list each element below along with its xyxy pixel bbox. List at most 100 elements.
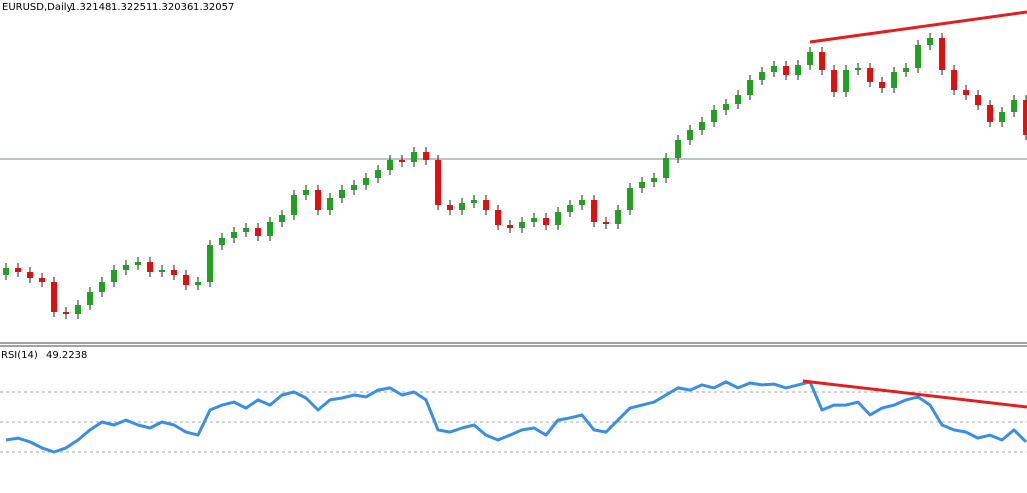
rsi-line xyxy=(5,380,1027,454)
candle-body xyxy=(639,182,646,188)
candle-body xyxy=(351,185,358,190)
candle-body xyxy=(831,70,838,92)
rsi-trend-line xyxy=(802,379,1027,409)
candle-body xyxy=(747,80,754,95)
candle-body xyxy=(855,68,862,70)
candle-body xyxy=(783,66,790,75)
candle-body xyxy=(183,275,190,285)
candle-body xyxy=(963,90,970,95)
marks xyxy=(0,10,1027,454)
candle-body xyxy=(723,104,730,110)
candle-body xyxy=(459,203,466,210)
candle-body xyxy=(471,200,478,203)
candle-body xyxy=(627,188,634,210)
candle-body xyxy=(1011,100,1018,112)
candle-body xyxy=(531,218,538,222)
candle-body xyxy=(195,282,202,285)
candle-body xyxy=(951,70,958,90)
candle-body xyxy=(87,292,94,305)
candle-body xyxy=(291,195,298,215)
candle-body xyxy=(399,160,406,162)
ohlc-value: 1.32148 xyxy=(70,2,111,13)
candle-body xyxy=(711,110,718,122)
candle-body xyxy=(3,268,10,275)
chart-title: EURUSD,Daily xyxy=(2,2,73,13)
candle-body xyxy=(675,140,682,158)
candle-body xyxy=(651,178,658,182)
candle-body xyxy=(1023,100,1027,135)
candle-body xyxy=(699,122,706,130)
candle-body xyxy=(927,38,934,45)
candle-body xyxy=(687,130,694,140)
candle-body xyxy=(411,152,418,162)
candle-body xyxy=(975,95,982,105)
candle-body xyxy=(387,160,394,170)
candle-body xyxy=(795,65,802,75)
candle-body xyxy=(447,205,454,210)
candle-body xyxy=(15,268,22,272)
candle-body xyxy=(315,190,322,210)
candle-body xyxy=(39,278,46,282)
candle-body xyxy=(735,95,742,104)
ohlc-value: 1.32251 xyxy=(111,2,152,13)
candle-body xyxy=(663,158,670,178)
candle-body xyxy=(27,272,34,278)
indicator-name: RSI(14) xyxy=(1,350,38,361)
trend-line xyxy=(809,10,1027,44)
indicator-value: 49.2238 xyxy=(46,350,87,361)
candle-body xyxy=(75,305,82,314)
candle-body xyxy=(819,52,826,70)
candle-body xyxy=(423,152,430,160)
candle-body xyxy=(51,282,58,312)
candle-body xyxy=(279,215,286,222)
candle-body xyxy=(327,198,334,210)
labels: EURUSD,Daily 1.32148 1.32251 1.32036 1.3… xyxy=(1,2,234,361)
candle-body xyxy=(495,210,502,225)
candle-body xyxy=(375,170,382,178)
candle-body xyxy=(507,225,514,228)
candle-body xyxy=(435,160,442,205)
ohlc-value: 1.32036 xyxy=(152,2,193,13)
candle-body xyxy=(519,222,526,228)
candle-body xyxy=(159,270,166,272)
candle-body xyxy=(987,105,994,122)
candle-body xyxy=(231,232,238,238)
candle-body xyxy=(879,82,886,88)
candle-body xyxy=(807,52,814,65)
candle-body xyxy=(915,45,922,68)
candle-body xyxy=(939,38,946,70)
candle-body xyxy=(171,270,178,275)
candle-body xyxy=(759,72,766,80)
candle-body xyxy=(255,228,262,236)
candle-body xyxy=(567,205,574,212)
candle-body xyxy=(243,228,250,232)
candle-body xyxy=(147,262,154,272)
candle-body xyxy=(999,112,1006,122)
candle-body xyxy=(123,265,130,270)
candle-body xyxy=(99,282,106,292)
candle-body xyxy=(111,270,118,282)
candle-body xyxy=(303,190,310,195)
candle-body xyxy=(615,210,622,224)
candle-body xyxy=(219,238,226,245)
candle-body xyxy=(135,262,142,265)
candle-body xyxy=(891,72,898,88)
candle-body xyxy=(579,200,586,205)
candle-body xyxy=(339,190,346,198)
candle-body xyxy=(267,222,274,236)
candle-body xyxy=(555,212,562,225)
candle-body xyxy=(843,70,850,92)
candle-body xyxy=(63,312,70,314)
candle-body xyxy=(771,66,778,72)
ohlc-value: 1.32057 xyxy=(193,2,234,13)
candle-body xyxy=(903,68,910,72)
candle-body xyxy=(543,218,550,225)
candle-body xyxy=(483,200,490,210)
candle-body xyxy=(591,200,598,222)
candle-body xyxy=(207,245,214,282)
candle-body xyxy=(363,178,370,185)
candle-body xyxy=(603,222,610,224)
candle-body xyxy=(867,68,874,82)
